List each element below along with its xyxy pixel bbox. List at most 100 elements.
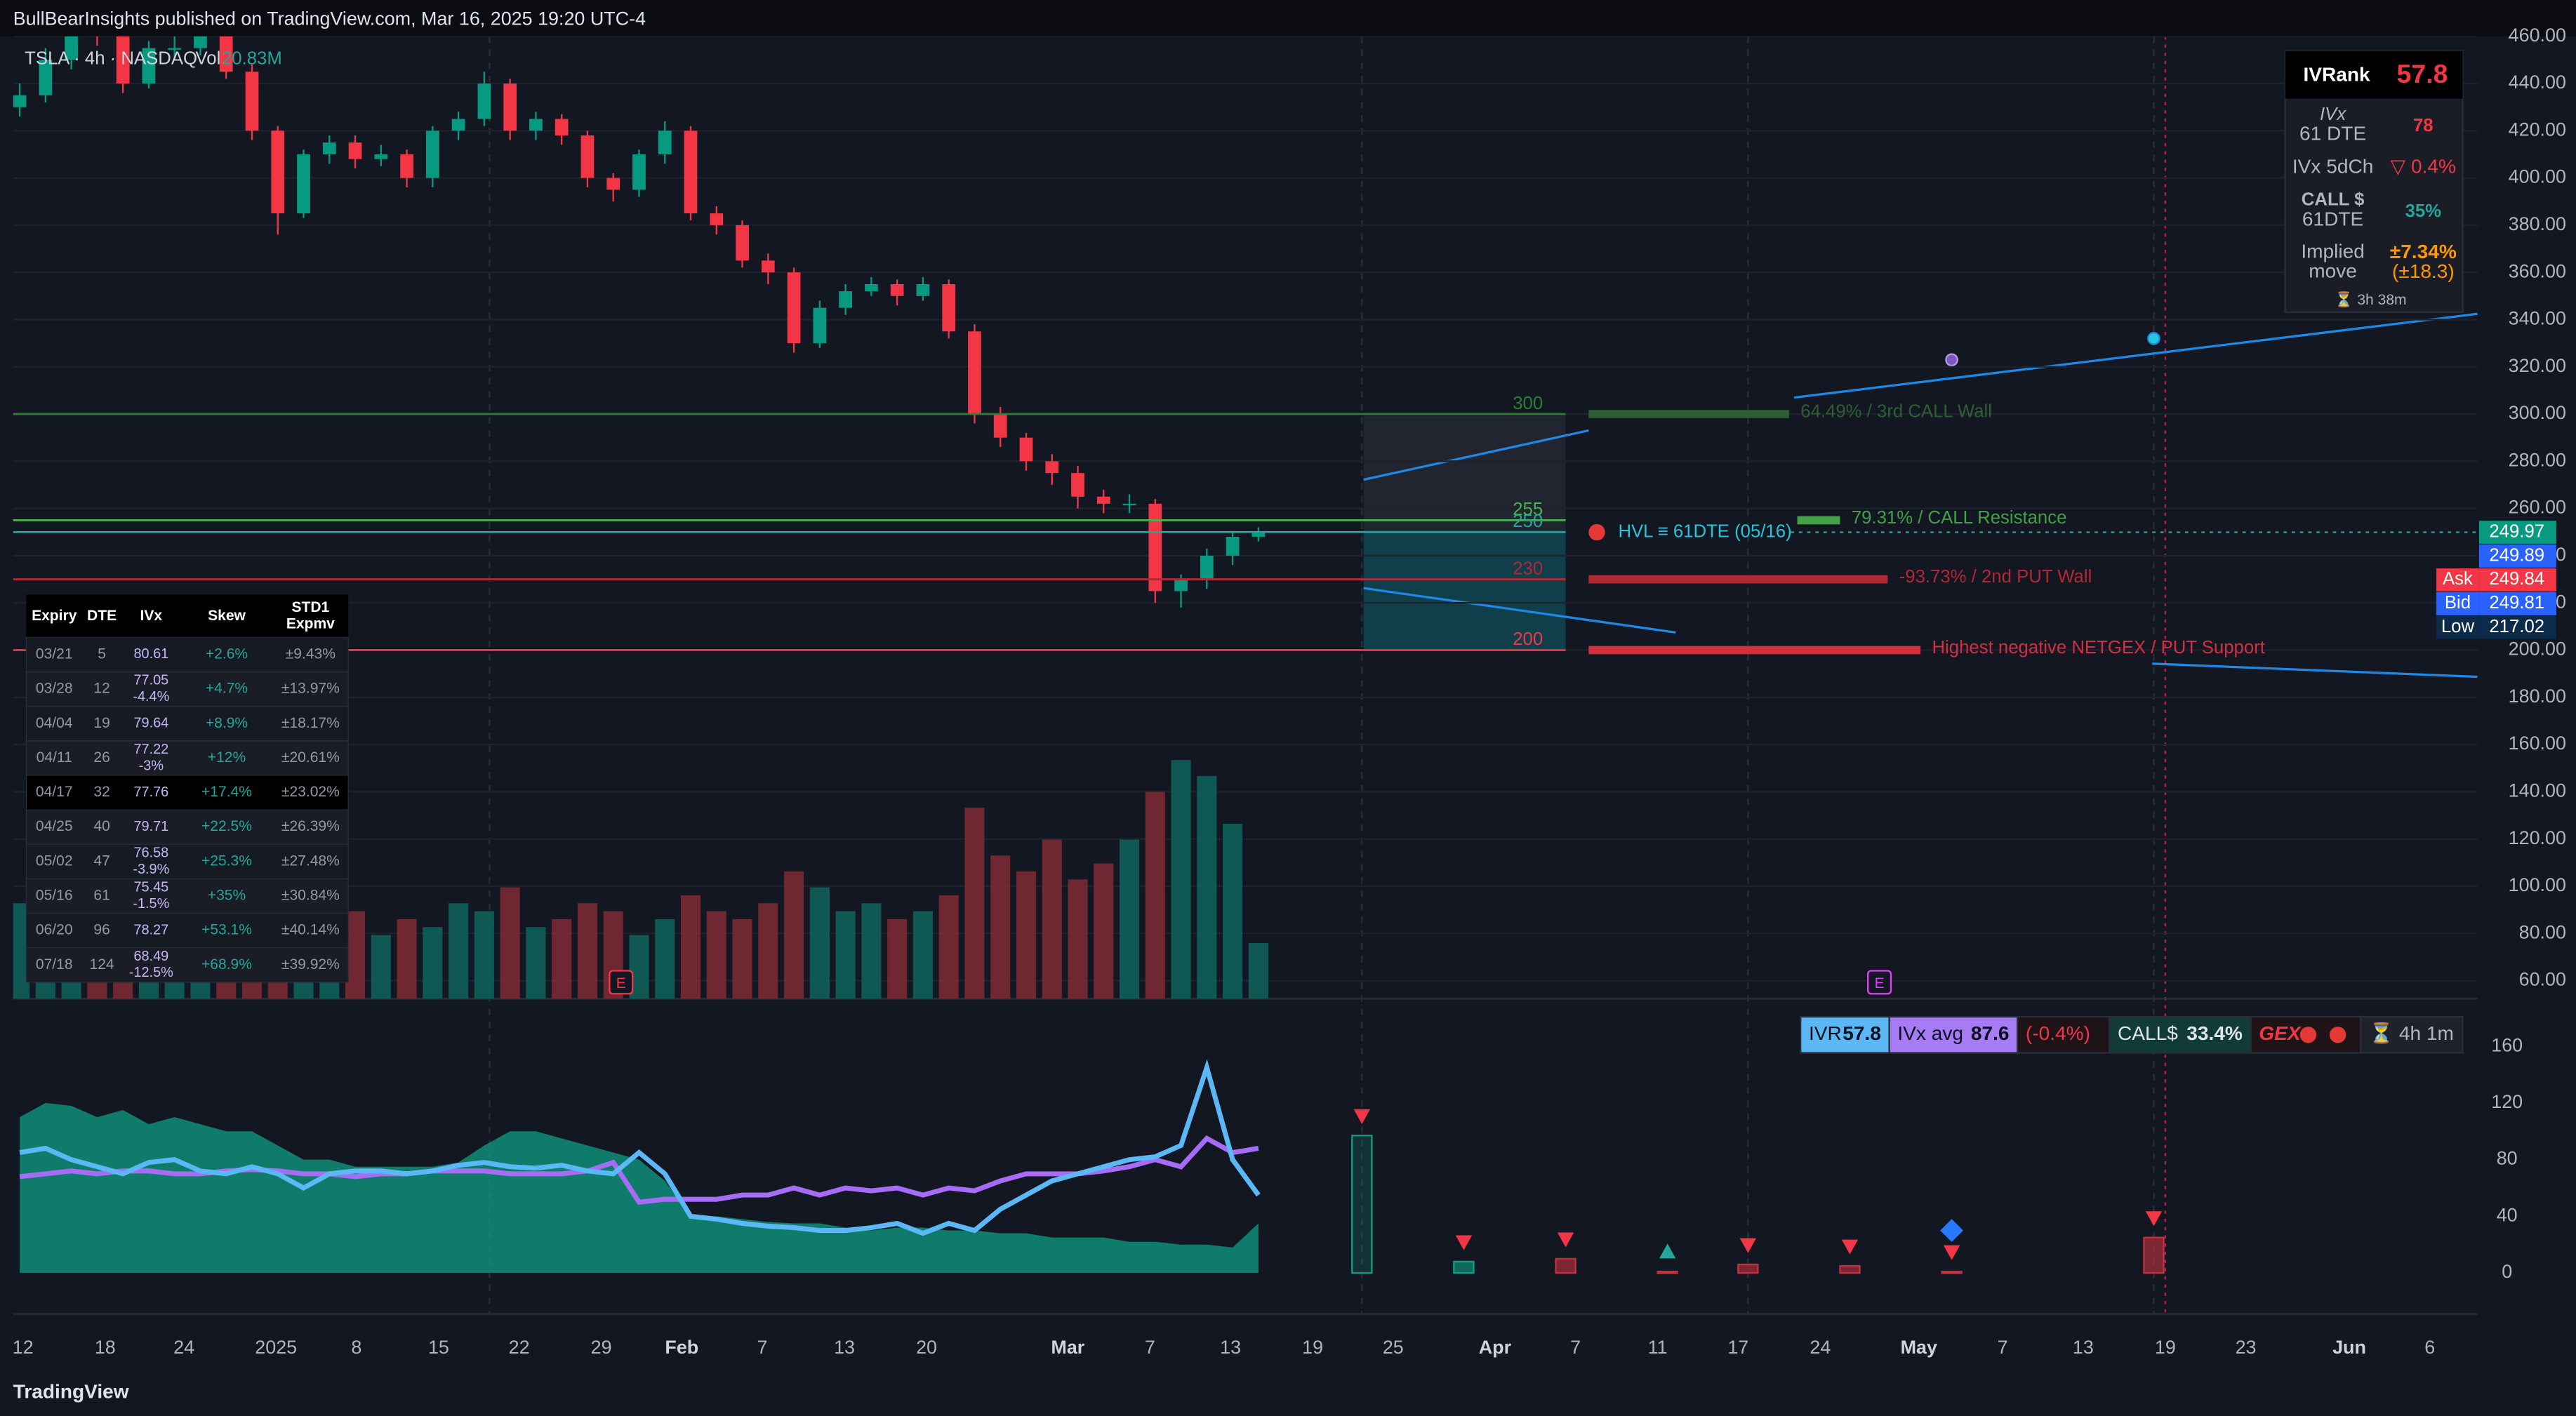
y2-tick-label: 160: [2491, 1034, 2523, 1055]
status-label: IVx avg: [1897, 1022, 1963, 1044]
gex-marker: [1557, 1232, 1574, 1248]
price-tag-label: 217.02: [2489, 617, 2544, 636]
table-cell: 79.71: [133, 819, 168, 834]
table-cell: 19: [93, 715, 109, 731]
volume-bar: [938, 895, 959, 999]
x-tick-label: 19: [2155, 1337, 2176, 1358]
candle-body: [400, 154, 413, 178]
earnings-label: E: [1875, 975, 1885, 991]
table-cell: -3%: [139, 758, 164, 773]
table-cell: -12.5%: [129, 965, 173, 980]
candle-body: [865, 283, 878, 292]
level-label: 200: [1513, 629, 1543, 649]
table-cell: 04/25: [36, 818, 73, 834]
gex-marker: [1353, 1109, 1371, 1124]
candle-body: [1071, 473, 1084, 497]
candle-body: [1096, 496, 1110, 504]
candle-body: [1174, 579, 1188, 592]
ivrank-text: ⏳ 3h 38m: [2335, 290, 2406, 308]
x-tick-label: Apr: [1479, 1337, 1512, 1358]
x-tick-label: 7: [1570, 1337, 1581, 1358]
wall-bar: [1588, 410, 1789, 418]
table-cell: +8.9%: [206, 715, 248, 731]
gex-bar: [1657, 1270, 1678, 1274]
table-cell: 76.58: [133, 845, 168, 860]
volume-bar: [397, 919, 417, 999]
x-tick-label: 12: [13, 1337, 34, 1358]
ivrank-text: Implied move: [2301, 241, 2365, 282]
volume-bar: [835, 911, 856, 999]
table-cell: 124: [90, 956, 114, 973]
table-cell: 77.05: [133, 673, 168, 688]
candle-body: [348, 142, 362, 159]
table-row: [25, 706, 349, 742]
volume-bar: [474, 911, 494, 999]
x-tick-label: 13: [2073, 1337, 2094, 1358]
x-tick-label: 24: [1810, 1337, 1831, 1358]
table-cell: 04/11: [36, 749, 72, 766]
table-header: Skew: [208, 607, 246, 623]
iv-area: [20, 1102, 1259, 1274]
ivrank-text: 61 DTE: [2299, 123, 2366, 145]
volume-bar: [964, 808, 985, 999]
earnings-box: [609, 970, 634, 995]
candle-body: [245, 72, 259, 131]
candle-body: [968, 331, 981, 415]
wall-label: 79.31% / CALL Resistance: [1852, 508, 2067, 528]
price-tag: [2478, 568, 2556, 592]
tag-name-bg: [2436, 568, 2479, 592]
ivrank-text: 35%: [2405, 201, 2442, 221]
x-tick-label: 13: [1220, 1337, 1241, 1358]
x-tick-label: 7: [1145, 1337, 1155, 1358]
candle-body: [1045, 461, 1059, 474]
table-cell: 07/18: [36, 956, 73, 973]
candle-body: [839, 291, 852, 308]
ivrank-text: 61DTE: [2302, 208, 2363, 229]
table-cell: 12: [93, 681, 109, 697]
candle-body: [787, 272, 801, 344]
volume-bar: [1145, 792, 1165, 999]
y-tick-label: 440.00: [2509, 72, 2566, 93]
x-tick-label: 8: [351, 1337, 361, 1358]
x-tick-label: 23: [2236, 1337, 2257, 1358]
table-cell: 5: [98, 646, 106, 662]
table-row: [25, 775, 349, 810]
volume-bar: [1171, 760, 1191, 999]
table-cell: 40: [93, 818, 109, 834]
table-header: STD1 Expmv: [286, 599, 335, 632]
volume-bar: [1016, 871, 1037, 999]
candle-body: [477, 84, 491, 119]
table-cell: 78.27: [133, 922, 168, 937]
table-cell: ±9.43%: [286, 646, 336, 662]
candle-body: [1200, 555, 1214, 580]
volume-bar: [758, 903, 778, 999]
y-tick-label: 160.00: [2509, 733, 2566, 754]
volume-bar: [552, 919, 572, 999]
x-tick-label: May: [1901, 1337, 1937, 1358]
status-value: 33.4%: [2186, 1022, 2243, 1044]
volume-bar: [887, 919, 908, 999]
table-row: [25, 912, 349, 949]
y-tick-label: 80.00: [2519, 921, 2566, 942]
point-marker: [2147, 332, 2160, 345]
y-tick-label: 400.00: [2509, 166, 2566, 187]
y-tick-label: 360.00: [2509, 260, 2566, 281]
ivrank-text: IVRank: [2303, 63, 2370, 85]
symbol: TSLA · 4h · NASDAQ: [25, 48, 197, 68]
table-cell: 26: [93, 749, 109, 766]
candle-body: [142, 48, 156, 84]
gex-marker: [1739, 1238, 1757, 1253]
candle-body: [916, 283, 930, 296]
x-tick-label: 7: [1998, 1337, 2008, 1358]
x-tick-label: 13: [834, 1337, 855, 1358]
volume-bar: [680, 895, 701, 999]
vol-value: 20.83M: [222, 48, 282, 68]
candle-body: [529, 119, 543, 131]
candle-body: [451, 119, 465, 131]
table-cell: 03/21: [36, 646, 73, 662]
ivrank-text: CALL $: [2302, 190, 2365, 210]
table-cell: +17.4%: [201, 784, 252, 800]
table-cell: 80.61: [133, 646, 168, 662]
candle-body: [1226, 536, 1240, 556]
table-cell: 77.22: [133, 742, 168, 757]
